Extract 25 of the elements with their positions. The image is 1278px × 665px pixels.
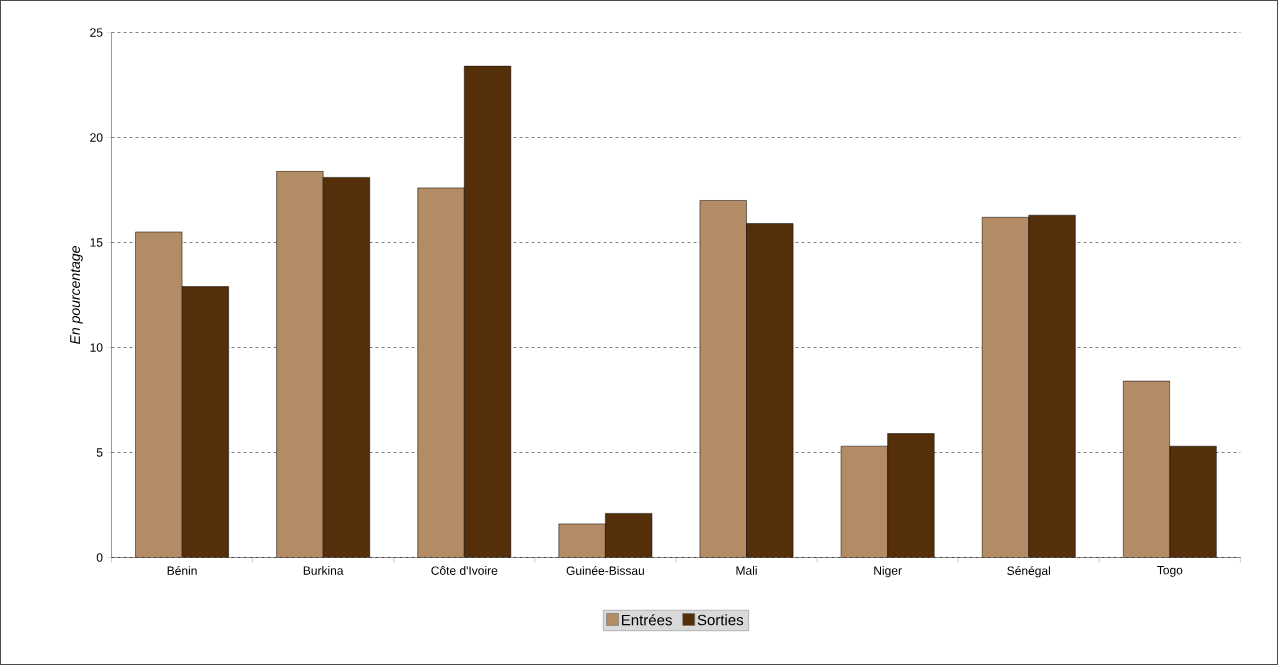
y-axis-title: En pourcentage (70, 246, 83, 344)
bar (887, 433, 935, 558)
legend-label: Sorties (697, 614, 744, 626)
y-tick-label: 10 (90, 343, 103, 352)
legend-label: Entrées (621, 614, 672, 626)
x-tick-label: Côte d'Ivoire (431, 566, 498, 575)
y-tick-label: 15 (90, 238, 103, 247)
bar (746, 223, 794, 558)
bar (464, 66, 511, 558)
bar (1169, 445, 1217, 558)
x-tick-label: Guinée-Bissau (566, 566, 644, 575)
y-tick-label: 5 (96, 448, 103, 457)
y-tick-label: 25 (90, 28, 103, 37)
bar (182, 286, 229, 558)
x-tick-label: Togo (1157, 566, 1183, 577)
bar (1028, 215, 1076, 558)
x-tick-label: Burkina (303, 566, 344, 575)
y-tick-label: 20 (90, 133, 103, 142)
x-tick-label: Niger (874, 566, 902, 578)
y-tick-label: 0 (96, 553, 103, 562)
x-tick-label: Bénin (167, 566, 197, 575)
bar (323, 177, 370, 558)
x-tick-label: Mali (736, 566, 757, 575)
bar (605, 513, 652, 558)
x-tick-label: Sénégal (1007, 566, 1050, 578)
